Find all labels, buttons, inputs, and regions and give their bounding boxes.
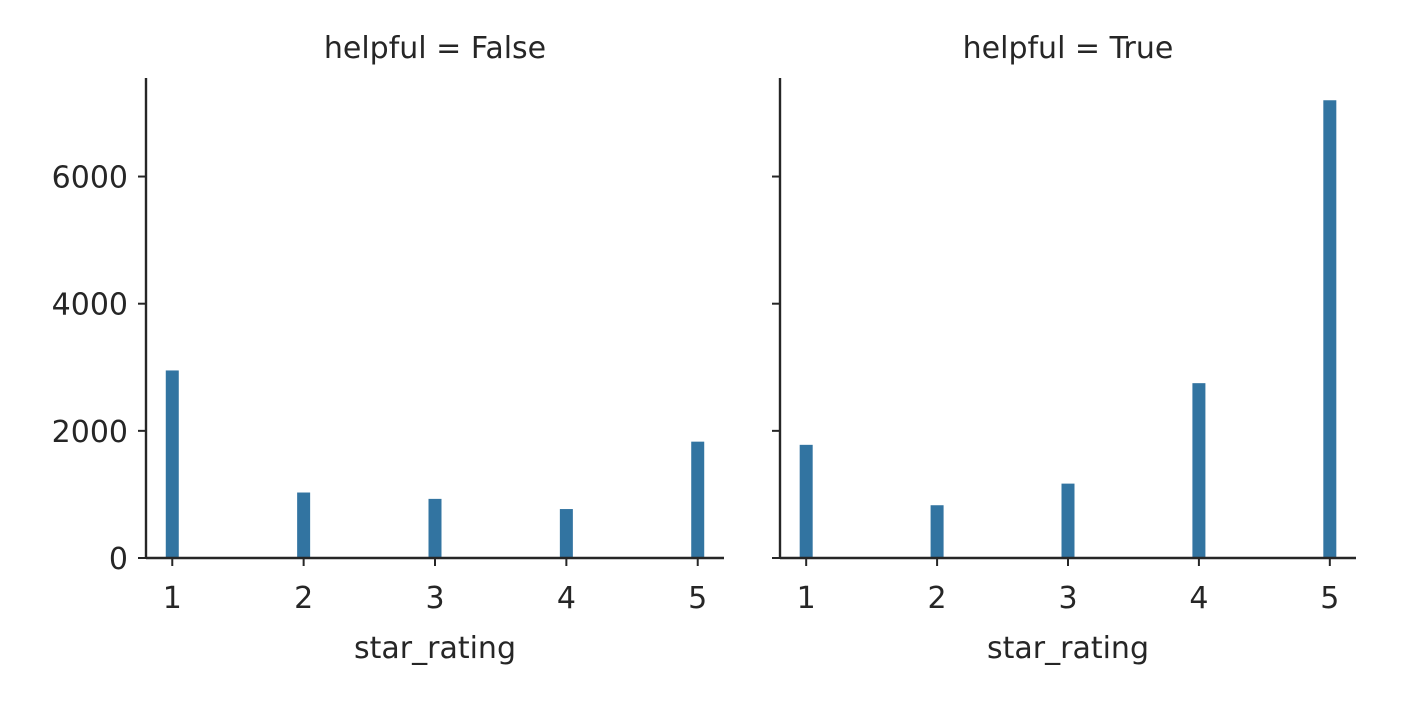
x-tick-label: 2 xyxy=(294,581,313,616)
x-axis-label: star_rating xyxy=(987,631,1149,666)
bar-star-2 xyxy=(297,492,311,558)
bar-star-2 xyxy=(930,505,944,558)
x-tick-label: 1 xyxy=(797,581,816,616)
facet-panel-helpful-true: helpful = True 1 2 3 4 5 star_rating xyxy=(772,31,1356,666)
x-tick-label: 4 xyxy=(557,581,576,616)
bar-star-5 xyxy=(1323,100,1337,559)
y-tick-label: 0 xyxy=(109,542,128,577)
bar-star-3 xyxy=(1061,483,1075,558)
bar-star-3 xyxy=(428,498,442,558)
facet-panel-helpful-false: helpful = False 1 2 3 4 5 0 2000 4000 6000 star_ra… xyxy=(52,31,724,666)
bar-star-4 xyxy=(559,509,573,558)
x-tick-label: 5 xyxy=(688,581,707,616)
bar-star-4 xyxy=(1192,383,1206,558)
bar-star-1 xyxy=(165,370,179,558)
y-tick-label: 2000 xyxy=(52,415,128,450)
x-tick-label: 2 xyxy=(928,581,947,616)
x-tick-label: 3 xyxy=(1058,581,1077,616)
x-tick-label: 3 xyxy=(425,581,444,616)
facet-title: helpful = False xyxy=(324,31,546,66)
y-tick-label: 4000 xyxy=(52,288,128,323)
x-axis-label: star_rating xyxy=(354,631,516,666)
x-tick-label: 5 xyxy=(1320,581,1339,616)
bar-star-1 xyxy=(799,444,813,558)
y-tick-label: 6000 xyxy=(52,161,128,196)
x-tick-label: 4 xyxy=(1189,581,1208,616)
x-tick-label: 1 xyxy=(163,581,182,616)
bar-star-5 xyxy=(691,441,705,558)
facet-title: helpful = True xyxy=(963,31,1174,66)
